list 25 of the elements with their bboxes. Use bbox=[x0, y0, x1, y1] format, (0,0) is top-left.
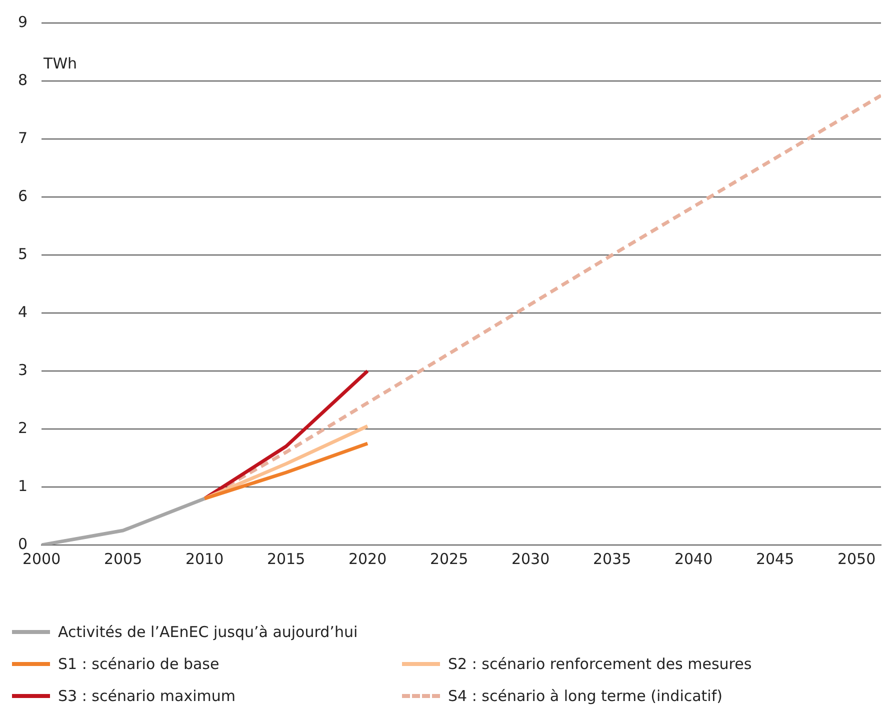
x-tick-label: 2040 bbox=[674, 550, 713, 568]
y-tick-label: 3 bbox=[18, 360, 28, 379]
x-tick-label: 2030 bbox=[511, 550, 550, 568]
y-axis-title: TWh bbox=[42, 54, 78, 73]
y-tick-label: 8 bbox=[18, 70, 28, 89]
legend-label: S3 : scénario maximum bbox=[58, 687, 236, 705]
x-tick-label: 2045 bbox=[756, 550, 794, 568]
x-tick-label: 2020 bbox=[348, 550, 387, 568]
legend-label: S1 : scénario de base bbox=[58, 655, 220, 673]
x-tick-label: 2025 bbox=[430, 550, 468, 568]
y-tick-label: 9 bbox=[18, 12, 28, 31]
y-tick-label: 2 bbox=[18, 418, 28, 437]
legend-label: S2 : scénario renforcement des mesures bbox=[448, 655, 752, 673]
x-tick-label: 2005 bbox=[104, 550, 142, 568]
y-tick-label: 7 bbox=[18, 128, 28, 147]
x-tick-label: 2050 bbox=[837, 550, 876, 568]
y-tick-label: 1 bbox=[18, 476, 28, 495]
x-tick-label: 2035 bbox=[592, 550, 632, 568]
legend-label: S4 : scénario à long terme (indicatif) bbox=[448, 687, 722, 705]
legend-label: Activités de l’AEnEC jusqu’à aujourd’hui bbox=[58, 623, 358, 641]
y-tick-label: 6 bbox=[18, 186, 28, 205]
y-tick-label: 4 bbox=[18, 302, 28, 321]
x-tick-label: 2010 bbox=[185, 550, 224, 568]
x-tick-label: 2015 bbox=[266, 550, 306, 568]
y-tick-label: 5 bbox=[18, 244, 28, 263]
